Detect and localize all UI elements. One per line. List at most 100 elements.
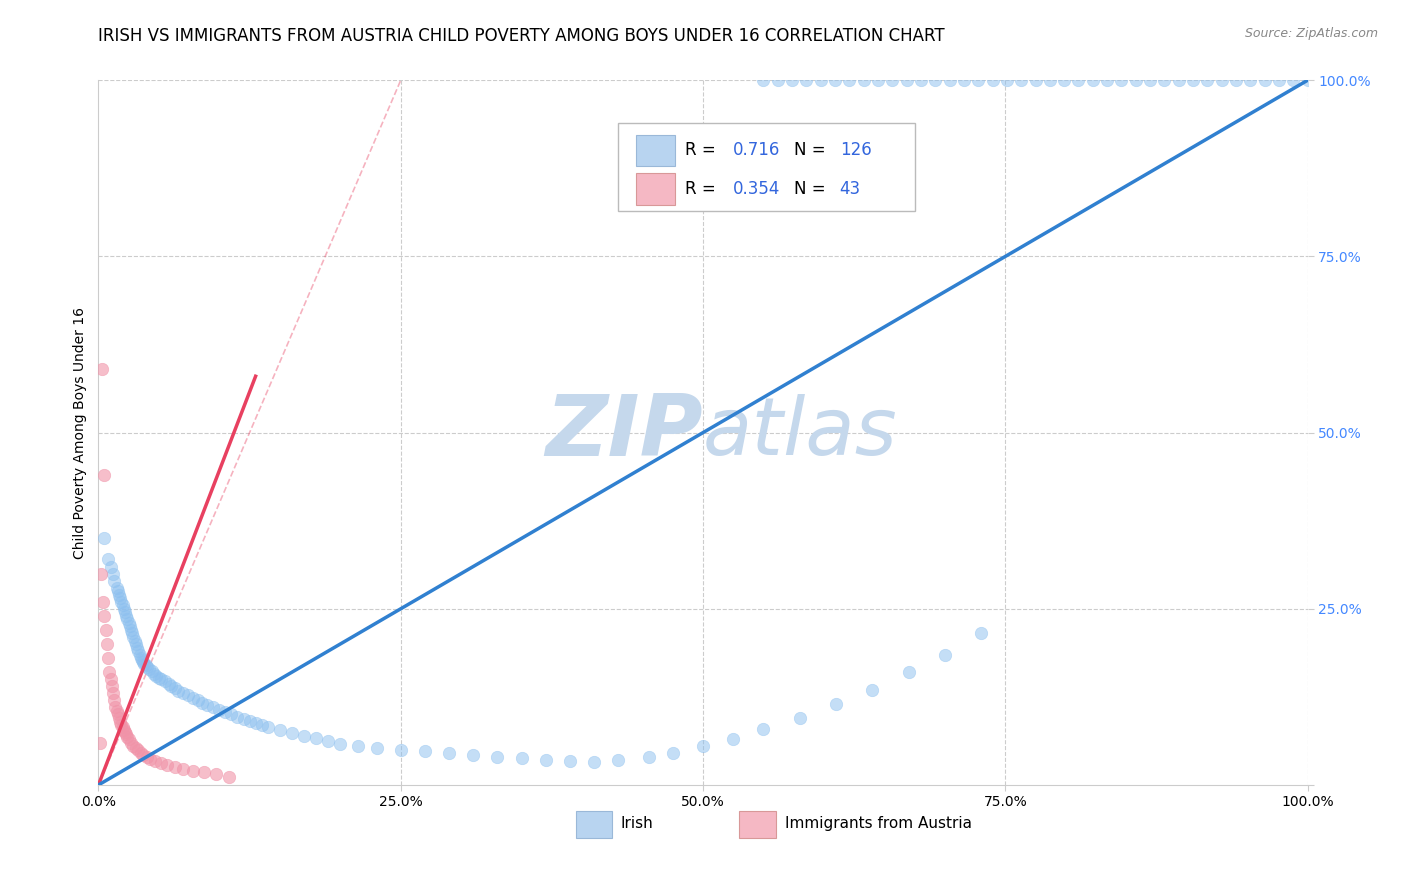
Point	[995, 73, 1018, 87]
Point	[1153, 73, 1175, 87]
Point	[752, 722, 775, 736]
Point	[107, 707, 129, 722]
Point	[145, 669, 167, 683]
Point	[187, 693, 209, 707]
Point	[150, 756, 173, 771]
Point	[692, 739, 714, 754]
Point	[177, 689, 200, 703]
Point	[181, 764, 204, 778]
Point	[129, 651, 152, 665]
Point	[637, 749, 659, 764]
Point	[796, 73, 818, 87]
Point	[1167, 73, 1189, 87]
Point	[347, 739, 370, 754]
Point	[661, 746, 683, 760]
Point	[108, 591, 131, 606]
Point	[112, 601, 135, 615]
Point	[112, 723, 135, 737]
Text: N =: N =	[793, 142, 831, 160]
Point	[202, 700, 225, 714]
Point	[221, 707, 243, 722]
Point	[1182, 73, 1205, 87]
Point	[838, 73, 860, 87]
Text: atlas: atlas	[703, 393, 898, 472]
Point	[108, 588, 131, 602]
Point	[129, 746, 152, 760]
Point	[122, 630, 145, 644]
Point	[1125, 73, 1147, 87]
Point	[269, 723, 291, 737]
Point	[135, 659, 157, 673]
Point	[103, 693, 125, 707]
Point	[134, 657, 156, 671]
Text: ZIP: ZIP	[546, 391, 703, 475]
Text: R =: R =	[685, 180, 721, 198]
Point	[967, 73, 990, 87]
Point	[1296, 73, 1319, 87]
Point	[117, 730, 139, 744]
Point	[232, 712, 254, 726]
Point	[607, 753, 630, 767]
Text: 126: 126	[839, 142, 872, 160]
Point	[122, 739, 145, 754]
Point	[125, 637, 148, 651]
Point	[970, 626, 993, 640]
Point	[896, 73, 918, 87]
Point	[214, 705, 236, 719]
Point	[1282, 73, 1305, 87]
Point	[118, 619, 141, 633]
Point	[413, 744, 436, 758]
Point	[97, 552, 120, 566]
Text: Irish: Irish	[621, 816, 654, 831]
Point	[316, 734, 339, 748]
Point	[121, 626, 143, 640]
Point	[163, 759, 186, 773]
Point	[256, 720, 278, 734]
Point	[111, 599, 134, 613]
Point	[558, 754, 581, 768]
Point	[103, 574, 125, 588]
Point	[239, 714, 262, 728]
Point	[953, 73, 976, 87]
FancyBboxPatch shape	[619, 122, 915, 211]
Point	[1081, 73, 1104, 87]
Point	[124, 633, 146, 648]
Point	[100, 679, 122, 693]
Point	[96, 637, 118, 651]
Point	[131, 652, 153, 666]
Point	[125, 741, 148, 756]
Point	[163, 681, 186, 696]
Point	[226, 709, 249, 723]
Text: R =: R =	[685, 142, 721, 160]
Point	[1053, 73, 1076, 87]
Point	[172, 762, 194, 776]
Point	[127, 640, 149, 655]
Text: Source: ZipAtlas.com: Source: ZipAtlas.com	[1244, 27, 1378, 40]
Point	[1111, 73, 1133, 87]
Point	[766, 73, 789, 87]
Text: 0.354: 0.354	[734, 180, 780, 198]
Point	[1010, 73, 1032, 87]
Point	[120, 736, 142, 750]
Point	[114, 725, 136, 739]
Point	[143, 666, 166, 681]
Point	[195, 698, 218, 712]
Point	[1253, 73, 1275, 87]
Point	[329, 737, 352, 751]
Point	[1211, 73, 1233, 87]
Point	[93, 532, 115, 546]
Point	[860, 682, 883, 697]
Point	[141, 664, 163, 678]
Point	[143, 754, 166, 768]
Point	[93, 608, 115, 623]
Point	[118, 615, 141, 630]
Point	[91, 595, 114, 609]
Point	[463, 748, 485, 763]
Point	[486, 749, 509, 764]
Point	[132, 655, 155, 669]
Point	[910, 73, 932, 87]
Point	[114, 605, 136, 619]
Point	[101, 686, 124, 700]
Point	[104, 700, 127, 714]
Point	[181, 690, 204, 705]
